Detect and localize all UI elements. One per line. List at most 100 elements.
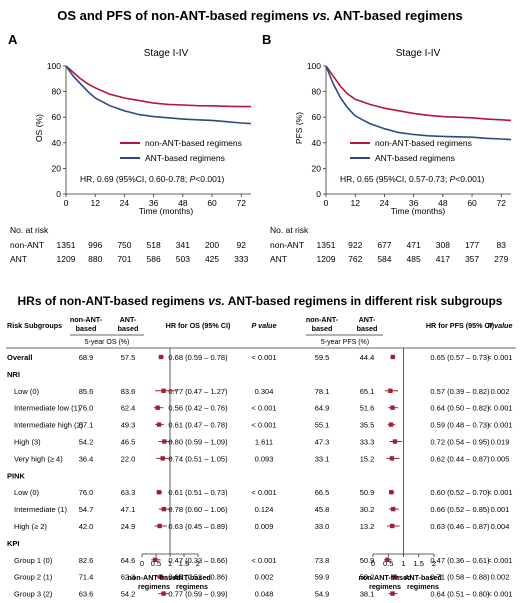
km-curve-ant	[65, 65, 252, 125]
pfs-axis-label-left-2: regimens	[369, 582, 401, 591]
subgroup-label: High (3)	[14, 438, 41, 447]
p-pfs-text: 0.002	[491, 387, 510, 396]
risk-count: 92	[237, 240, 247, 250]
subgroup-label: Overall	[7, 353, 32, 362]
pfs-ant-value: 51.6	[360, 404, 375, 413]
panel-a-plot: 0 20 40 60 80 100 0 12 24 36 48 60 72	[47, 61, 252, 208]
pfs-ant-value: 65.1	[360, 387, 375, 396]
risk-count: 503	[176, 254, 190, 264]
p-pfs-text: 0.002	[491, 573, 510, 582]
pfs-ant-value: 38.1	[360, 590, 375, 598]
subgroup-label: High (≥ 2)	[14, 522, 47, 531]
risk-count: 762	[348, 254, 362, 264]
x-tick-label: 1	[401, 559, 405, 568]
x-tick-label: 36	[409, 198, 419, 208]
hr-marker	[390, 523, 395, 529]
header-pfs-non-ant-2: based	[312, 324, 333, 333]
x-tick-label: 2	[196, 559, 200, 568]
os-non-ant-value: 76.0	[79, 404, 94, 413]
pfs-non-ant-value: 64.9	[315, 404, 330, 413]
pfs-non-ant-value: 55.1	[315, 421, 330, 430]
pfs-non-ant-value: 54.9	[315, 590, 330, 598]
risk-count: 177	[465, 240, 479, 250]
risk-count: 677	[377, 240, 391, 250]
p-os-text: < 0.001	[251, 488, 276, 497]
risk-count: 308	[436, 240, 450, 250]
group-header: KPI	[7, 539, 20, 548]
hr-marker	[389, 490, 394, 495]
p-os-text: 0.124	[255, 505, 274, 514]
panel-b-legend: non-ANT-based regimens ANT-based regimen…	[350, 138, 472, 163]
os-non-ant-value: 36.4	[79, 454, 94, 463]
os-ant-value: 47.1	[121, 505, 136, 514]
pfs-non-ant-value: 45.8	[315, 505, 330, 514]
panel-letter-a: A	[8, 32, 18, 47]
hr-pfs-text: 0.66 (0.52 – 0.85)	[430, 505, 490, 514]
hr-os-text: 0.68 (0.59 – 0.78)	[168, 353, 228, 362]
os-ant-value: 62.4	[121, 404, 136, 413]
panel-a-hr: HR, 0.69 (95%CI, 0.60-0.78; P<0.001)	[80, 174, 225, 184]
header-os-sub: 5-year OS (%)	[85, 339, 130, 346]
os-axis-label-right-1: ANT-based	[173, 573, 211, 582]
x-tick-label: 36	[149, 198, 159, 208]
hr-marker	[155, 405, 160, 410]
os-non-ant-value: 68.9	[79, 353, 94, 362]
risk-count: 584	[377, 254, 391, 264]
y-tick-label: 60	[312, 112, 322, 122]
p-os-text: < 0.001	[251, 404, 276, 413]
header-p-os: P value	[252, 321, 277, 330]
panel-b-risk-name-ant: ANT	[270, 254, 287, 264]
os-ant-value: 24.9	[121, 522, 136, 531]
group-header: PINK	[7, 471, 26, 480]
hr-os-text: 0.56 (0.42 – 0.76)	[168, 404, 228, 413]
header-os-ant-2: based	[118, 324, 139, 333]
x-tick-label: 0.5	[383, 559, 393, 568]
y-tick-label: 0	[316, 189, 321, 199]
main-title-part2: ANT-based regimens	[330, 8, 462, 23]
header-p-pfs: P value	[488, 321, 513, 330]
x-tick-label: 60	[467, 198, 477, 208]
os-non-ant-value: 67.1	[79, 421, 94, 430]
panel-a-risk-table: 1351 996 750 518 341 200 92 1209 880 701 586 503 425…	[57, 240, 249, 264]
forest-headers: Risk Subgroups non-ANT- based ANT- based…	[7, 315, 512, 333]
x-tick-label: 72	[237, 198, 247, 208]
pfs-ant-value: 33.3	[360, 438, 375, 447]
hr-marker	[158, 354, 164, 360]
hr-pfs-text: 0.57 (0.39 – 0.82)	[430, 387, 490, 396]
hr-pfs-text: 0.64 (0.51 – 0.80)	[430, 590, 490, 598]
p-pfs-text: < 0.001	[487, 488, 512, 497]
header-risk-subgroups: Risk Subgroups	[7, 321, 62, 330]
y-tick-label: 60	[52, 112, 62, 122]
os-ant-value: 62.3	[121, 573, 136, 582]
panel-a-risk-name-non-ant: non-ANT	[10, 240, 44, 250]
hr-marker	[390, 405, 395, 410]
x-tick-label: 1	[168, 559, 172, 568]
hr-os-text: 0.61 (0.51 – 0.73)	[168, 488, 228, 497]
os-ant-value: 83.6	[121, 387, 136, 396]
p-os-text: 0.002	[255, 573, 274, 582]
subgroup-label: Group 1 (0)	[14, 556, 53, 565]
os-ant-value: 49.3	[121, 421, 136, 430]
hr-marker	[157, 523, 162, 529]
os-axis-label-left-2: regimens	[138, 582, 170, 591]
risk-count: 1209	[57, 254, 76, 264]
risk-count: 518	[147, 240, 161, 250]
hr-marker	[392, 439, 398, 444]
p-pfs-text: < 0.001	[487, 590, 512, 598]
pfs-ant-value: 50.2	[360, 573, 375, 582]
os-non-ant-value: 76.0	[79, 488, 94, 497]
pfs-ant-value: 50.9	[360, 556, 375, 565]
risk-count: 417	[436, 254, 450, 264]
panel-b-risk-table: 1351 922 677 471 308 177 83 1209 762 584 485 417 357…	[317, 240, 509, 264]
legend-label-non-ant: non-ANT-based regimens	[145, 138, 242, 148]
subgroup-label: Intermediate high (2)	[14, 421, 84, 430]
hr-os-text: 0.77 (0.59 – 0.99)	[168, 590, 228, 598]
p-pfs-text: 0.004	[491, 522, 510, 531]
pfs-non-ant-value: 78.1	[315, 387, 330, 396]
os-non-ant-value: 42.0	[79, 522, 94, 531]
risk-count: 341	[176, 240, 190, 250]
forest-axis-labels-pfs: non-ANT-based regimens ANT-based regimen…	[358, 573, 441, 591]
header-os-non-ant-2: based	[76, 324, 97, 333]
y-tick-label: 80	[52, 87, 62, 97]
os-non-ant-value: 54.2	[79, 438, 94, 447]
